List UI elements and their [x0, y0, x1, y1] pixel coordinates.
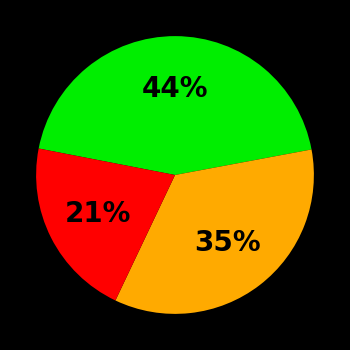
Text: 35%: 35%	[194, 229, 261, 257]
Wedge shape	[36, 148, 175, 300]
Wedge shape	[38, 36, 312, 175]
Text: 21%: 21%	[65, 200, 131, 228]
Text: 44%: 44%	[142, 75, 209, 103]
Wedge shape	[116, 149, 314, 314]
